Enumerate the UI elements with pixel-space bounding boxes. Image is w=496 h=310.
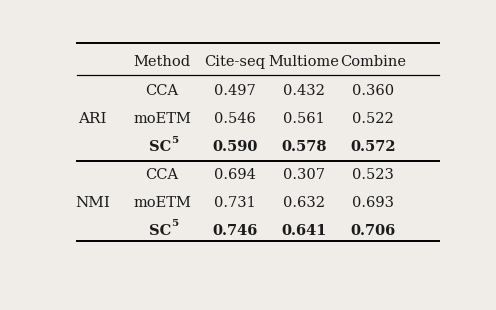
Text: 5: 5 <box>171 135 178 144</box>
Text: SC: SC <box>149 224 171 237</box>
Text: Multiome: Multiome <box>269 55 340 69</box>
Text: 0.572: 0.572 <box>351 140 396 154</box>
Text: 0.561: 0.561 <box>283 112 325 126</box>
Text: Cite-seq: Cite-seq <box>204 55 265 69</box>
Text: 0.432: 0.432 <box>283 84 325 98</box>
Text: 0.694: 0.694 <box>214 168 256 182</box>
Text: CCA: CCA <box>145 168 179 182</box>
Text: 0.693: 0.693 <box>352 196 394 210</box>
Text: SC: SC <box>149 140 171 154</box>
Text: CCA: CCA <box>145 84 179 98</box>
Text: 0.546: 0.546 <box>214 112 256 126</box>
Text: Method: Method <box>133 55 190 69</box>
Text: Combine: Combine <box>340 55 406 69</box>
Text: 0.522: 0.522 <box>353 112 394 126</box>
Text: 0.590: 0.590 <box>212 140 257 154</box>
Text: moETM: moETM <box>133 112 191 126</box>
Text: ARI: ARI <box>78 112 107 126</box>
Text: 0.746: 0.746 <box>212 224 257 237</box>
Text: 0.706: 0.706 <box>351 224 396 237</box>
Text: 0.497: 0.497 <box>214 84 256 98</box>
Text: 0.632: 0.632 <box>283 196 325 210</box>
Text: 0.641: 0.641 <box>281 224 327 237</box>
Text: 5: 5 <box>171 219 178 228</box>
Text: NMI: NMI <box>75 196 110 210</box>
Text: 0.360: 0.360 <box>352 84 394 98</box>
Text: 0.578: 0.578 <box>281 140 327 154</box>
Text: 0.523: 0.523 <box>353 168 394 182</box>
Text: moETM: moETM <box>133 196 191 210</box>
Text: 0.731: 0.731 <box>214 196 256 210</box>
Text: 0.307: 0.307 <box>283 168 325 182</box>
